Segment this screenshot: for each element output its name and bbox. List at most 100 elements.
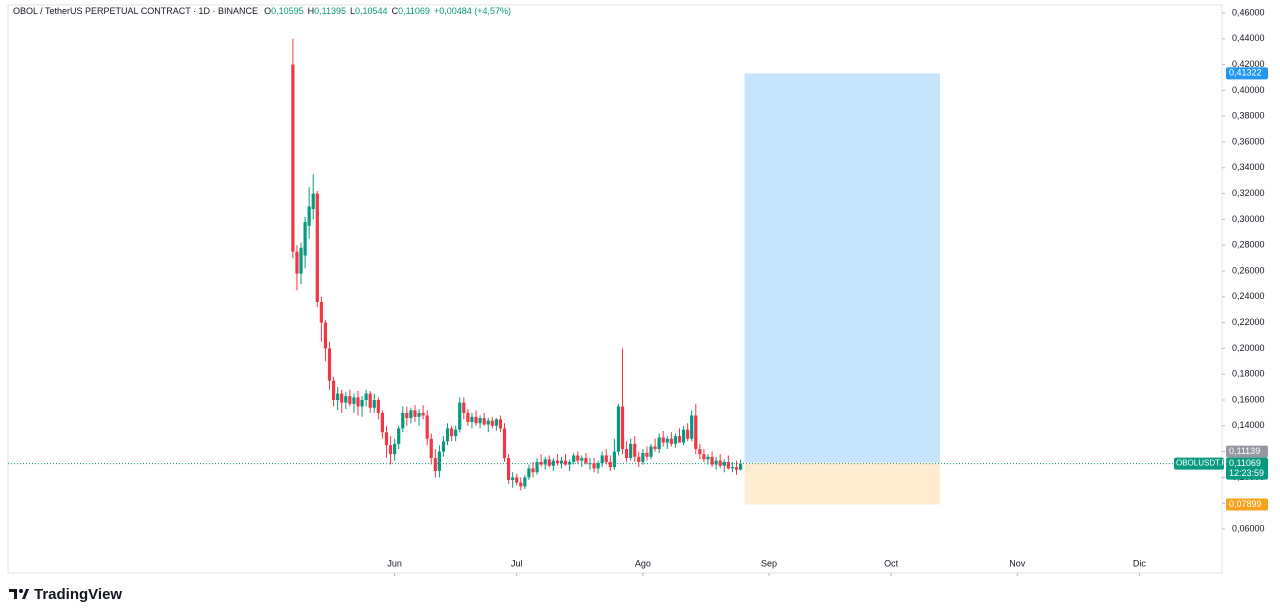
candle-body: [441, 441, 446, 452]
candle-body: [714, 460, 718, 465]
symbol-tag-bg: [1174, 457, 1224, 470]
candle-body: [620, 406, 625, 450]
candle-body: [592, 463, 596, 469]
candle-body: [641, 452, 645, 462]
legend-change: +0,00484 (+4,57%): [434, 6, 511, 16]
x-tick-label: Jun: [387, 558, 402, 568]
candle-body: [527, 468, 531, 478]
candle-body: [295, 251, 299, 274]
candle-body: [380, 412, 385, 433]
y-tick-label: 0,38000: [1232, 111, 1265, 121]
candle-body: [673, 436, 678, 444]
y-tick-label: 0,46000: [1232, 7, 1265, 17]
candle-body: [535, 461, 539, 473]
target-price-label: 0,41322: [1229, 68, 1262, 78]
y-tick-label: 0,40000: [1232, 85, 1265, 95]
candle-body: [624, 449, 629, 459]
candle-body: [588, 463, 592, 465]
y-tick-label: 0,34000: [1232, 162, 1265, 172]
stop-zone: [744, 462, 940, 505]
candle-body: [616, 406, 621, 452]
candle-body: [356, 397, 360, 407]
brand: TradingView: [34, 586, 122, 603]
candle-body: [694, 415, 698, 450]
y-tick-label: 0,32000: [1232, 188, 1265, 198]
legend-key: C: [392, 6, 399, 16]
stop-price-label: 0,07899: [1229, 499, 1262, 509]
candle-body: [470, 416, 474, 422]
candle-body: [462, 402, 466, 413]
legend-value: 0,10595: [271, 6, 304, 16]
candle-body: [498, 419, 503, 429]
y-tick-label: 0,42000: [1232, 59, 1265, 69]
x-tick-label: Nov: [1009, 558, 1026, 568]
x-tick-label: Oct: [884, 558, 899, 568]
y-tick-label: 0,20000: [1232, 343, 1265, 353]
y-tick-label: 0,28000: [1232, 240, 1265, 250]
legend-value: 0,11069: [398, 6, 430, 16]
candle-body: [596, 463, 600, 469]
candle-body: [547, 459, 551, 466]
y-tick-label: 0,22000: [1232, 317, 1265, 327]
candle-body: [543, 459, 547, 465]
chart-header: OBOL / TetherUS PERPETUAL CONTRACT · 1D …: [13, 6, 511, 16]
candle-body: [722, 461, 726, 466]
candle-body: [633, 443, 637, 457]
legend-key: L: [350, 6, 355, 16]
candle-body: [690, 415, 694, 439]
candle-body: [429, 438, 433, 459]
y-tick-label: 0,26000: [1232, 265, 1265, 275]
x-tick-label: Ago: [635, 558, 651, 568]
candle-body: [393, 443, 397, 455]
legend-value: 0,10544: [355, 6, 388, 16]
candle-body: [450, 428, 454, 437]
brand-logo: [9, 589, 29, 599]
entry-price-label: 0,11139: [1229, 446, 1260, 456]
candle-body: [327, 348, 332, 381]
candle-body: [331, 380, 336, 401]
candle-body: [661, 437, 665, 443]
candle-body: [376, 400, 380, 413]
candle-body: [502, 428, 507, 459]
x-tick-label: Dic: [1133, 558, 1146, 568]
candle-body: [604, 455, 608, 462]
legend-value: 0,11395: [314, 6, 346, 16]
candle-body: [344, 396, 348, 403]
candle-body: [482, 418, 486, 425]
candle-body: [319, 301, 323, 323]
stop-price-label-bg: [1226, 498, 1268, 511]
candle-body: [315, 193, 319, 302]
candle-body: [637, 456, 641, 462]
y-tick-label: 0,14000: [1232, 420, 1265, 430]
candle-body: [738, 463, 743, 470]
candle-body: [466, 412, 470, 422]
candle-body: [677, 436, 682, 443]
candle-body: [649, 446, 653, 457]
candle-body: [454, 429, 458, 437]
candle-body: [580, 458, 584, 461]
candle-body: [421, 412, 425, 416]
candle-body: [291, 64, 295, 252]
legend-key: O: [264, 6, 271, 16]
candle-body: [299, 247, 303, 274]
candle-body: [474, 416, 478, 424]
candle-body: [303, 221, 307, 256]
candle-body: [352, 397, 356, 404]
candle-body: [665, 438, 669, 443]
y-tick-label: 0,06000: [1232, 523, 1265, 533]
candle-body: [555, 460, 560, 464]
candle-body: [307, 206, 311, 226]
candle-body: [584, 458, 588, 464]
candle-body: [348, 396, 352, 404]
candle-body: [563, 460, 568, 465]
candle-body: [405, 412, 409, 419]
candle-body: [494, 419, 498, 426]
y-tick-label: 0,36000: [1232, 136, 1265, 146]
candle-body: [645, 452, 649, 457]
candle-body: [506, 458, 511, 480]
candle-body: [486, 420, 490, 425]
candle-body: [681, 429, 686, 443]
candle-body: [340, 393, 344, 403]
